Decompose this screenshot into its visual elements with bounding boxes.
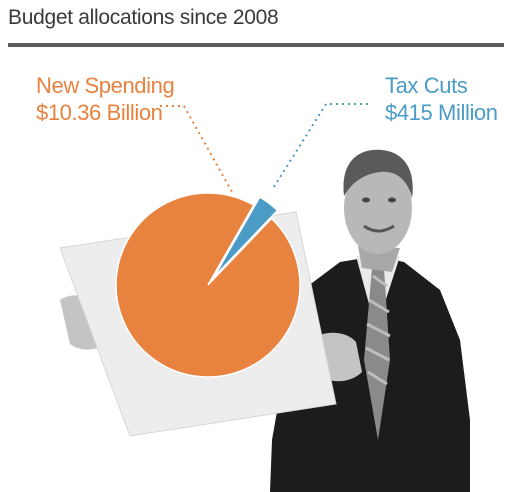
face: [344, 162, 412, 254]
new-spending-name: New Spending: [36, 73, 175, 98]
new-spending-label: New Spending $10.36 Billion: [36, 72, 175, 126]
person-photo: [60, 149, 470, 492]
necktie-stripes: [365, 274, 391, 386]
new-spending-value: $10.36 Billion: [36, 100, 163, 125]
hair: [343, 149, 413, 198]
pie-slice-tax-cuts: [213, 196, 279, 278]
smile: [363, 224, 395, 233]
neck: [358, 246, 400, 272]
right-eye: [388, 197, 396, 203]
chart-title: Budget allocations since 2008: [8, 6, 279, 29]
pie-slices: [115, 192, 301, 378]
new-spending-leader-line: [160, 105, 233, 193]
tax-cuts-value: $415 Million: [385, 100, 498, 125]
tax-cuts-label: Tax Cuts $415 Million: [385, 72, 498, 126]
title-divider: [8, 43, 504, 47]
pie-slice-new-spending: [115, 192, 301, 378]
tax-cuts-name: Tax Cuts: [385, 73, 468, 98]
left-eye: [362, 197, 370, 203]
tax-cuts-leader-line: [271, 103, 368, 191]
